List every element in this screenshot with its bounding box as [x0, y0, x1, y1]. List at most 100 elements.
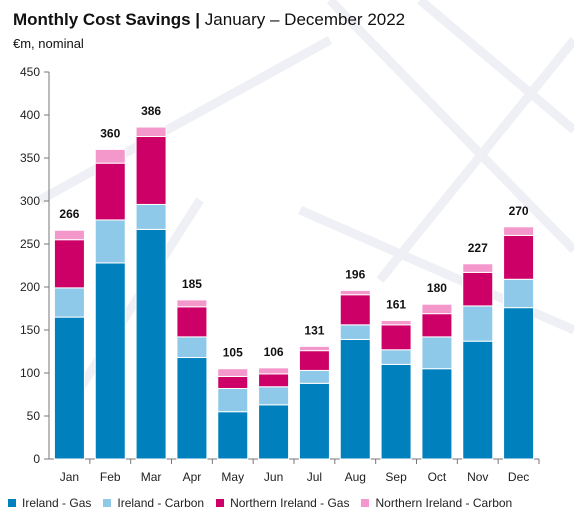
- bar-segment: [421, 368, 453, 460]
- y-tick-label: 50: [27, 409, 41, 423]
- bar-total-label: 266: [59, 207, 79, 221]
- bar-segment: [94, 219, 126, 264]
- chart-title-bold: Monthly Cost Savings |: [13, 10, 201, 29]
- x-tick-label: Dec: [508, 470, 529, 484]
- legend-label: Northern Ireland - Gas: [230, 496, 350, 510]
- bar-segment: [53, 239, 85, 289]
- legend-swatch: [103, 499, 112, 507]
- bar-segment: [339, 289, 371, 296]
- bar-segment: [380, 363, 412, 460]
- legend-item-ni-gas: Northern Ireland - Gas: [216, 496, 349, 510]
- bar-total-label: 131: [304, 323, 324, 337]
- y-tick-label: 100: [20, 366, 40, 380]
- bar-segment: [94, 148, 126, 164]
- bar-total-label: 196: [345, 267, 365, 281]
- bar-segment: [298, 369, 330, 384]
- legend-item-ireland-carbon: Ireland - Carbon: [103, 496, 204, 510]
- bar-total-label: 180: [427, 281, 447, 295]
- chart-subtitle: €m, nominal: [13, 36, 84, 51]
- bar-segment: [94, 162, 126, 221]
- stacked-bar-chart: 0 50 100 150 200 250 300 350 400 450 266 Jan 360 Feb 3…: [20, 65, 540, 484]
- bar-segment: [503, 307, 535, 460]
- x-tick-label: Sep: [385, 470, 407, 484]
- bar-segment: [135, 126, 167, 138]
- bar-segment: [176, 299, 208, 308]
- bar-segment: [380, 324, 412, 351]
- chart-legend: Ireland - Gas Ireland - Carbon Northern …: [8, 496, 524, 510]
- bar-segment: [298, 382, 330, 460]
- bar-segment: [176, 357, 208, 460]
- legend-swatch: [361, 499, 370, 507]
- bar-segment: [462, 271, 494, 307]
- bar-segment: [176, 336, 208, 359]
- chart-title-rest: January – December 2022: [204, 10, 406, 29]
- bar-segment: [217, 375, 249, 389]
- bar-segment: [53, 316, 85, 460]
- bar-segment: [135, 228, 167, 460]
- bar-total-label: 106: [264, 345, 284, 359]
- bar-total-label: 386: [141, 104, 161, 118]
- y-tick-label: 0: [33, 452, 40, 466]
- bar-segment: [380, 320, 412, 326]
- bar-segment: [298, 350, 330, 371]
- x-tick-label: Jun: [264, 470, 283, 484]
- bar-segment: [503, 226, 535, 236]
- bar-segment: [258, 367, 290, 375]
- y-tick-label: 300: [20, 194, 40, 208]
- bar-segment: [462, 340, 494, 460]
- bar-segment: [339, 324, 371, 340]
- x-tick-label: Feb: [100, 470, 121, 484]
- bar-total-label: 161: [386, 298, 406, 312]
- bar-segment: [53, 287, 85, 318]
- legend-label: Ireland - Carbon: [117, 496, 205, 510]
- x-tick-label: May: [221, 470, 244, 484]
- y-tick-label: 150: [20, 323, 40, 337]
- bar-total-label: 360: [100, 126, 120, 140]
- legend-item-ni-carbon: Northern Ireland - Carbon: [361, 496, 512, 510]
- bar-total-label: 270: [509, 204, 529, 218]
- legend-label: Ireland - Gas: [22, 496, 92, 510]
- bar-segment: [53, 229, 85, 241]
- bar-total-label: 227: [468, 241, 488, 255]
- y-tick-label: 350: [20, 151, 40, 165]
- legend-swatch: [8, 499, 16, 507]
- y-tick-label: 400: [20, 108, 40, 122]
- bar-segment: [258, 386, 290, 406]
- bar-segment: [503, 278, 535, 309]
- bar-segment: [135, 203, 167, 230]
- bar-total-label: 105: [223, 346, 243, 360]
- bar-segment: [421, 303, 453, 315]
- bar-segment: [217, 411, 249, 460]
- bar-segment: [462, 305, 494, 342]
- x-tick-label: Jan: [60, 470, 79, 484]
- bar-segment: [339, 338, 371, 460]
- bar-segment: [258, 404, 290, 460]
- chart-title: Monthly Cost Savings | January – Decembe…: [13, 10, 405, 30]
- x-tick-label: Apr: [183, 470, 202, 484]
- legend-swatch: [216, 499, 225, 507]
- bar-segment: [421, 313, 453, 338]
- bar-segment: [503, 234, 535, 280]
- bar-segment: [217, 387, 249, 413]
- legend-item-ireland-gas: Ireland - Gas: [8, 496, 91, 510]
- y-tick-label: 450: [20, 65, 40, 79]
- bar-segment: [298, 345, 330, 352]
- bar-segment: [217, 368, 249, 377]
- bar-segment: [339, 294, 371, 326]
- y-tick-label: 200: [20, 280, 40, 294]
- bar-segment: [462, 263, 494, 273]
- x-tick-label: Oct: [428, 470, 447, 484]
- bar-total-label: 185: [182, 277, 202, 291]
- legend-label: Northern Ireland - Carbon: [375, 496, 513, 510]
- x-tick-label: Jul: [307, 470, 322, 484]
- x-tick-label: Mar: [141, 470, 162, 484]
- bar-segment: [258, 373, 290, 388]
- bar-segment: [135, 136, 167, 205]
- bar-segment: [176, 306, 208, 338]
- x-tick-label: Aug: [345, 470, 366, 484]
- y-tick-label: 250: [20, 237, 40, 251]
- bar-segment: [380, 349, 412, 365]
- bar-segment: [421, 336, 453, 370]
- bar-segment: [94, 262, 126, 460]
- x-tick-label: Nov: [467, 470, 488, 484]
